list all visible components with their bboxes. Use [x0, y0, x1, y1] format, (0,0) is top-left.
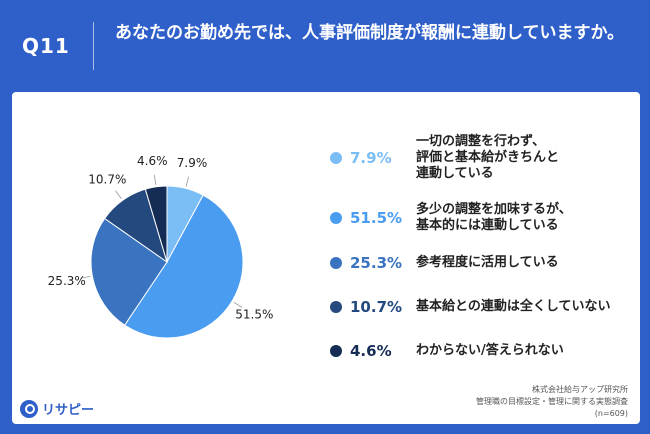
- leader-line-2: [80, 275, 91, 279]
- legend-dot: [330, 257, 342, 269]
- pie-slice-4: [144, 185, 168, 263]
- legend-label: 一切の調整を行わず、 評価と基本給がきちんと 連動している: [416, 134, 560, 181]
- chart-card: 7.9% 51.5% 25.3% 10.7% 4.6% 7.9% 一切の調整を行わず、 評…: [12, 92, 640, 424]
- header-divider: [93, 22, 94, 70]
- legend-item-4: 4.6% わからない/答えられない: [330, 342, 564, 360]
- leader-line-4: [153, 174, 157, 185]
- data-label-3: 10.7%: [88, 172, 126, 186]
- leader-line-3: [115, 190, 122, 199]
- legend-dot: [330, 301, 342, 313]
- source-note: 株式会社給与アップ研究所 管理職の目標設定・管理に関する実態調査 (n=609): [476, 385, 628, 418]
- legend-dot: [330, 212, 342, 224]
- legend-label: 多少の調整を加味するが、 基本的には連動している: [416, 202, 572, 233]
- legend-percent: 10.7%: [350, 298, 403, 316]
- data-label-2: 25.3%: [48, 274, 86, 288]
- data-label-4: 4.6%: [137, 154, 168, 168]
- pie-slice-2: [90, 217, 168, 326]
- legend-percent: 4.6%: [350, 342, 392, 360]
- legend-item-2: 25.3% 参考程度に活用している: [330, 254, 559, 272]
- header: Q11 あなたのお勤め先では、人事評価制度が報酬に連動していますか。: [0, 0, 650, 90]
- legend-item-3: 10.7% 基本給との連動は全くしていない: [330, 298, 610, 316]
- data-label-1: 51.5%: [235, 308, 273, 322]
- question-text: あなたのお勤め先では、人事評価制度が報酬に連動していますか。: [115, 23, 625, 43]
- legend-item-0: 7.9% 一切の調整を行わず、 評価と基本給がきちんと 連動している: [330, 134, 559, 182]
- legend-item-1: 51.5% 多少の調整を加味するが、 基本的には連動している: [330, 202, 572, 234]
- logo-text: リサピー: [42, 403, 95, 418]
- legend-percent: 7.9%: [350, 149, 392, 167]
- logo: リサピー: [20, 399, 94, 418]
- legend-label: わからない/答えられない: [416, 343, 564, 358]
- leader-line-1: [233, 301, 243, 308]
- legend-dot: [330, 152, 342, 164]
- data-label-0: 7.9%: [177, 156, 208, 170]
- legend-label: 参考程度に活用している: [416, 255, 559, 270]
- pie-chart: 7.9% 51.5% 25.3% 10.7% 4.6%: [48, 154, 273, 339]
- magnifier-icon: [20, 399, 38, 418]
- legend-percent: 51.5%: [350, 209, 403, 227]
- legend-label: 基本給との連動は全くしていない: [416, 299, 611, 314]
- pie-slice-1: [123, 194, 244, 339]
- leader-line-0: [185, 176, 190, 187]
- legend-percent: 25.3%: [350, 254, 403, 272]
- question-number: Q11: [22, 34, 70, 58]
- legend-dot: [330, 345, 342, 357]
